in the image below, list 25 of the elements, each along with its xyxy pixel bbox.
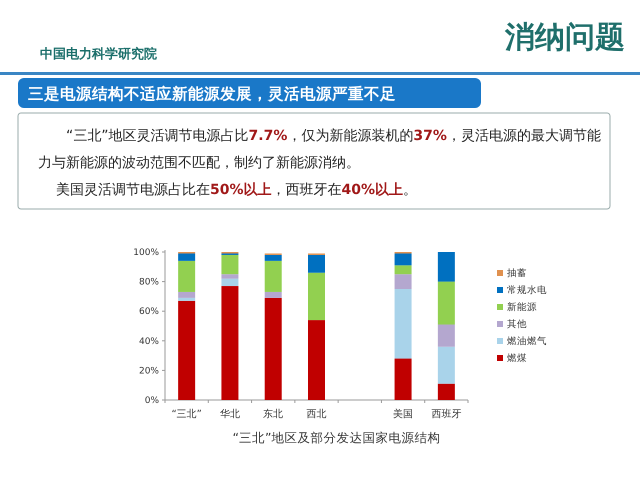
annotation: 力与新能源的波动范围不匹配，制约了新能源消纳。 bbox=[38, 155, 360, 171]
ytick: 20% bbox=[138, 366, 159, 376]
ytick: 80% bbox=[138, 278, 159, 288]
ytick: 40% bbox=[138, 336, 159, 347]
xtick: “三北” bbox=[171, 409, 202, 420]
xtick: 西班牙 bbox=[431, 409, 462, 420]
legend: 常规水电 bbox=[507, 285, 547, 296]
legend: 其他 bbox=[507, 319, 527, 330]
ytick: 0% bbox=[144, 396, 159, 406]
xtick: 华北 bbox=[220, 409, 240, 420]
ytick: 100% bbox=[133, 248, 159, 258]
xtick: 西北 bbox=[306, 409, 326, 420]
annotation: 美国灵活调节电源占比在50%以上，西班牙在40%以上。 bbox=[56, 182, 418, 198]
annotation: 中国电力科学研究院 bbox=[40, 47, 157, 62]
ytick: 60% bbox=[138, 307, 159, 318]
subtitle: 三是电源结构不适应新能源发展，灵活电源严重不足 bbox=[28, 85, 396, 103]
xtick: 美国 bbox=[393, 409, 414, 420]
annotation: “三北”地区灵活调节电源占比7.7%，仅为新能源装机的37%，灵活电源的最大调节能 bbox=[66, 128, 601, 144]
legend: 抽蓄 bbox=[507, 268, 527, 279]
legend: 新能源 bbox=[507, 302, 537, 313]
xlabel: “三北”地区及部分发达国家电源结构 bbox=[232, 430, 440, 445]
legend: 燃油燃气 bbox=[507, 336, 547, 347]
legend: 燃煤 bbox=[507, 353, 527, 364]
xtick: 东北 bbox=[263, 409, 284, 420]
title: 消纳问题 bbox=[505, 20, 625, 55]
